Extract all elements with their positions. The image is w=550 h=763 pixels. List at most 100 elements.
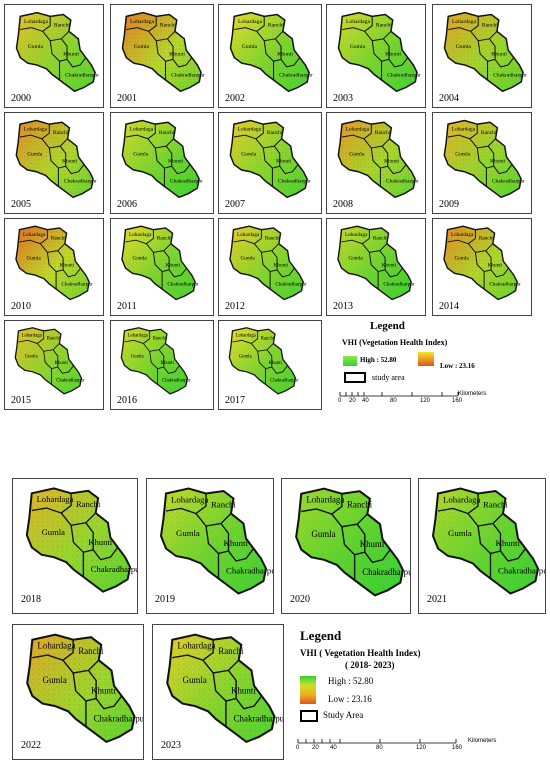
svg-text:Lohardaga: Lohardaga [128, 333, 149, 338]
scale-tick-label: 160 [452, 745, 463, 751]
map-year-label: 2000 [11, 93, 31, 104]
legend-bottom-study-area-box [300, 710, 318, 722]
svg-text:Khunti: Khunti [385, 52, 401, 58]
map-panel-2007: Lohardaga Ranchi Gumla Khunti Chakradhar… [218, 112, 322, 214]
map-year-label: 2013 [333, 301, 353, 312]
svg-text:Khunti: Khunti [360, 539, 385, 549]
scale-tick-label: 160 [452, 398, 463, 404]
svg-text:Ranchi: Ranchi [47, 337, 61, 342]
svg-text:Khunti: Khunti [88, 537, 112, 547]
svg-text:Khunti: Khunti [169, 52, 185, 58]
svg-text:Lohardaga: Lohardaga [171, 494, 209, 504]
svg-text:Khunti: Khunti [277, 52, 293, 58]
map-panel-2017: Lohardaga Ranchi Gumla Khunti Chakradhar… [218, 320, 322, 410]
svg-text:Chakradharpur: Chakradharpur [387, 72, 421, 78]
svg-text:Chakradharpur: Chakradharpur [226, 566, 274, 576]
svg-text:Khunti: Khunti [488, 262, 503, 268]
legend-top-low-label: Low : 23.16 [440, 362, 475, 370]
svg-text:Ranchi: Ranchi [376, 23, 392, 29]
legend-bottom-subtitle: VHI ( Vegetation Health Index) [300, 648, 421, 658]
scale-tick-label: 0 [296, 745, 300, 751]
svg-text:Lohardaga: Lohardaga [452, 19, 476, 25]
map-year-label: 2018 [21, 594, 41, 605]
map-panel-2022: Lohardaga Ranchi Gumla Khunti Chakradhar… [12, 624, 144, 760]
svg-text:Khunti: Khunti [62, 159, 78, 165]
svg-text:Khunti: Khunti [166, 262, 181, 268]
svg-text:Gumla: Gumla [131, 355, 145, 360]
map-panel-2011: Lohardaga Ranchi Gumla Khunti Chakradhar… [110, 218, 214, 316]
svg-text:Lohardaga: Lohardaga [346, 19, 370, 25]
svg-text:Gumla: Gumla [311, 529, 335, 539]
map-panel-2021: Lohardaga Ranchi Gumla Khunti Chakradhar… [418, 478, 546, 614]
svg-text:Khunti: Khunti [60, 262, 75, 268]
map-panel-2014: Lohardaga Ranchi Gumla Khunti Chakradhar… [432, 218, 532, 316]
map-panel-2010: Lohardaga Ranchi Gumla Khunti Chakradhar… [4, 218, 104, 316]
svg-text:Chakradharpur: Chakradharpur [278, 179, 311, 185]
svg-text:Ranchi: Ranchi [51, 235, 66, 241]
svg-text:Khunti: Khunti [168, 159, 184, 165]
svg-text:Khunti: Khunti [91, 685, 116, 695]
map-panel-2015: Lohardaga Ranchi Gumla Khunti Chakradhar… [4, 320, 104, 410]
svg-text:Lohardaga: Lohardaga [24, 19, 48, 25]
legend-bottom-gradient-swatch [300, 676, 316, 704]
map-year-label: 2009 [439, 199, 459, 210]
svg-text:Ranchi: Ranchi [78, 646, 104, 656]
svg-text:Khunti: Khunti [496, 538, 521, 548]
svg-text:Lohardaga: Lohardaga [24, 127, 48, 133]
svg-text:Gumla: Gumla [241, 151, 256, 157]
svg-text:Gumla: Gumla [454, 255, 469, 261]
svg-text:Khunti: Khunti [231, 685, 256, 695]
scale-tick-label: 120 [420, 398, 431, 404]
map-year-label: 2004 [439, 93, 459, 104]
map-panel-2013: Lohardaga Ranchi Gumla Khunti Chakradhar… [326, 218, 426, 316]
svg-text:Khunti: Khunti [384, 159, 400, 165]
svg-text:Ranchi: Ranchi [211, 499, 236, 509]
svg-text:Gumla: Gumla [42, 527, 66, 537]
map-year-label: 2023 [161, 740, 181, 751]
svg-text:Lohardaga: Lohardaga [306, 495, 344, 505]
svg-text:Chakradharpur: Chakradharpur [61, 282, 93, 288]
svg-text:Ranchi: Ranchi [157, 235, 172, 241]
svg-text:Khunti: Khunti [55, 361, 69, 366]
svg-text:Chakradharpur: Chakradharpur [56, 378, 85, 383]
svg-text:Khunti: Khunti [274, 262, 289, 268]
svg-text:Gumla: Gumla [239, 355, 253, 360]
svg-text:Khunti: Khunti [63, 52, 79, 58]
map-year-label: 2014 [439, 301, 459, 312]
svg-text:Khunti: Khunti [269, 361, 283, 366]
svg-text:Chakradharpur: Chakradharpur [171, 72, 205, 78]
svg-text:Gumla: Gumla [240, 255, 255, 261]
svg-text:Chakradharpur: Chakradharpur [493, 72, 527, 78]
legend-top-study-area-label: study area [372, 373, 405, 382]
svg-text:Gumla: Gumla [448, 528, 472, 538]
svg-text:Khunti: Khunti [161, 361, 175, 366]
svg-text:Chakradharpur: Chakradharpur [65, 72, 99, 78]
scale-tick-label: 40 [330, 745, 337, 751]
scale-tick-label: 0 [338, 398, 342, 404]
svg-text:Lohardaga: Lohardaga [177, 641, 215, 651]
svg-text:Gumla: Gumla [455, 151, 470, 157]
svg-text:Ranchi: Ranchi [265, 235, 280, 241]
map-panel-2012: Lohardaga Ranchi Gumla Khunti Chakradhar… [218, 218, 322, 316]
svg-text:Chakradharpur: Chakradharpur [492, 179, 525, 185]
svg-text:Ranchi: Ranchi [153, 337, 167, 342]
map-panel-2003: Lohardaga Ranchi Gumla Khunti Chakradhar… [326, 4, 426, 108]
svg-text:Lohardaga: Lohardaga [443, 494, 481, 504]
svg-text:Chakradharpur: Chakradharpur [383, 282, 415, 288]
map-panel-2019: Lohardaga Ranchi Gumla Khunti Chakradhar… [146, 478, 274, 614]
map-year-label: 2002 [225, 93, 245, 104]
map-panel-2018: Lohardaga Ranchi Gumla Khunti Chakradhar… [12, 478, 138, 614]
svg-text:Khunti: Khunti [490, 159, 506, 165]
legend-top-scale-bar [339, 392, 459, 397]
svg-text:Gumla: Gumla [242, 44, 258, 50]
svg-text:Gumla: Gumla [176, 528, 200, 538]
svg-text:Ranchi: Ranchi [375, 130, 391, 136]
map-year-label: 2006 [117, 199, 137, 210]
map-year-label: 2008 [333, 199, 353, 210]
svg-text:Lohardaga: Lohardaga [451, 232, 474, 238]
svg-text:Khunti: Khunti [382, 262, 397, 268]
svg-text:Chakradharpur: Chakradharpur [386, 179, 419, 185]
svg-text:Chakradharpur: Chakradharpur [64, 179, 97, 185]
svg-text:Lohardaga: Lohardaga [37, 641, 75, 651]
svg-text:Chakradharpur: Chakradharpur [489, 282, 521, 288]
